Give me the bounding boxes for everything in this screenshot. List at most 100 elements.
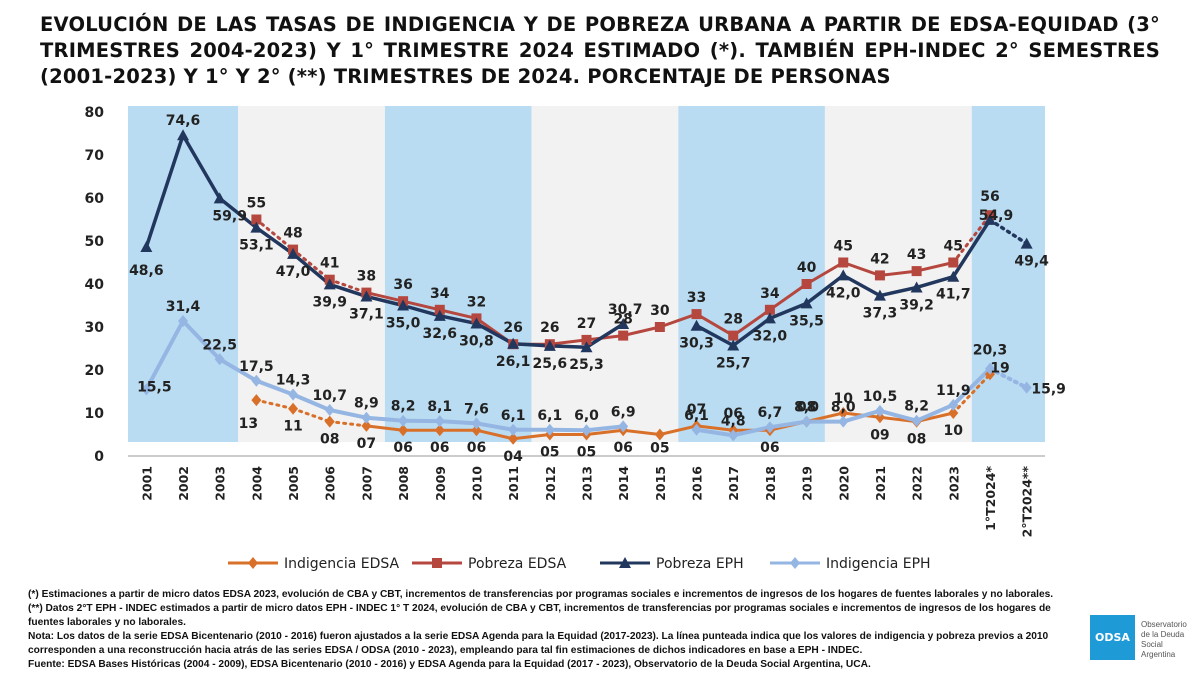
series-line-segment xyxy=(951,213,992,264)
data-point xyxy=(618,420,629,433)
x-tick-label: 2°T2024** xyxy=(1020,466,1035,538)
data-label: 45 xyxy=(944,239,963,255)
x-tick-label: 2016 xyxy=(690,466,705,501)
data-point xyxy=(983,213,996,225)
data-label: 35,5 xyxy=(789,313,824,329)
data-point xyxy=(324,403,335,416)
data-label: 26 xyxy=(503,320,522,336)
data-label: 17,5 xyxy=(239,359,274,375)
data-point xyxy=(911,266,922,277)
data-point xyxy=(508,423,519,436)
data-label: 43 xyxy=(907,247,926,263)
data-label: 06 xyxy=(430,440,449,456)
data-label: 42,0 xyxy=(826,285,861,301)
x-tick-label: 2004 xyxy=(249,466,264,501)
data-label: 10 xyxy=(834,391,854,407)
data-point xyxy=(874,404,885,417)
data-point xyxy=(398,414,409,427)
data-point xyxy=(617,317,630,329)
y-tick-label: 10 xyxy=(85,406,105,422)
band-bg xyxy=(678,106,825,442)
data-point xyxy=(874,270,885,281)
band-bg xyxy=(384,106,532,442)
x-tick-label: 2019 xyxy=(800,466,815,501)
data-label: 6,0 xyxy=(574,408,599,424)
data-label: 32,6 xyxy=(423,326,458,342)
data-point xyxy=(213,192,226,204)
x-tick-label: 2012 xyxy=(543,466,558,501)
series-line-segment xyxy=(327,407,369,420)
series-line-segment xyxy=(951,366,992,407)
data-label: 42 xyxy=(870,251,889,267)
data-point xyxy=(251,374,262,387)
series-line-segment xyxy=(768,301,809,321)
series-line-segment xyxy=(438,308,478,320)
series-line-segment xyxy=(548,344,589,349)
data-label: 6,7 xyxy=(757,405,782,421)
data-label: 8,2 xyxy=(904,399,929,415)
data-label: 32,0 xyxy=(753,328,788,344)
data-label: 40 xyxy=(797,260,817,276)
x-tick-label: 2003 xyxy=(213,466,228,501)
data-label: 37,3 xyxy=(863,306,898,322)
series-line-segment xyxy=(181,318,222,362)
band-bg xyxy=(971,106,1045,442)
series-line-segment xyxy=(731,316,772,348)
series-line-segment xyxy=(878,285,919,298)
footnote-methodology: Nota: Los datos de la serie EDSA Bicente… xyxy=(28,631,1049,656)
data-point xyxy=(248,557,258,569)
data-point xyxy=(801,279,812,289)
data-label: 15,5 xyxy=(137,379,172,395)
data-label: 54,9 xyxy=(979,208,1014,224)
data-label: 59,9 xyxy=(212,208,247,224)
data-point xyxy=(837,269,850,281)
data-label: 05 xyxy=(540,445,559,461)
series-line-segment xyxy=(474,421,516,432)
x-tick-label: 2018 xyxy=(763,466,778,501)
x-tick-label: 2011 xyxy=(506,466,521,501)
odsa-logo: ODSA Observatorio de la Deuda Social Arg… xyxy=(1090,615,1195,660)
data-point xyxy=(398,424,409,437)
data-label: 10 xyxy=(944,423,964,439)
data-point xyxy=(251,394,262,407)
data-point xyxy=(763,312,776,324)
series-line-segment xyxy=(805,261,845,286)
data-label: 28 xyxy=(613,312,632,328)
data-label: 06 xyxy=(613,440,632,456)
data-label: 4,8 xyxy=(721,413,746,429)
series-line-segment xyxy=(585,334,625,342)
data-label: 25,3 xyxy=(569,357,604,373)
series-line-segment xyxy=(254,398,295,411)
data-point xyxy=(581,334,592,345)
data-label: 14,3 xyxy=(276,373,311,389)
footnote-estimate-edsa: (*) Estimaciones a partir de micro datos… xyxy=(28,589,1054,600)
x-tick-label: 2007 xyxy=(359,466,374,501)
data-point xyxy=(434,304,445,315)
data-label: 10,5 xyxy=(863,389,898,405)
data-label: 20,3 xyxy=(973,343,1008,359)
data-point xyxy=(874,411,885,424)
data-point xyxy=(790,557,800,569)
data-point xyxy=(728,429,739,442)
x-tick-label: 2009 xyxy=(433,466,448,501)
odsa-logo-line: Observatorio xyxy=(1141,620,1187,629)
series-line-segment xyxy=(658,312,699,329)
series-line-segment xyxy=(804,273,846,306)
series-line-segment xyxy=(841,261,882,277)
data-label: 49,4 xyxy=(1014,254,1049,270)
series-line-segment xyxy=(474,321,515,346)
y-tick-label: 70 xyxy=(85,148,105,164)
data-point xyxy=(288,388,299,401)
data-point xyxy=(323,278,336,290)
y-tick-label: 60 xyxy=(85,191,105,207)
data-point xyxy=(397,299,410,311)
data-label: 45 xyxy=(834,239,853,255)
x-tick-label: 2023 xyxy=(946,466,961,501)
series-line-segment xyxy=(217,196,259,230)
x-tick-label: 2022 xyxy=(910,466,925,501)
data-point xyxy=(1021,381,1032,394)
series-line-segment xyxy=(951,218,992,279)
series-line-segment xyxy=(254,225,295,256)
series-line-segment xyxy=(291,248,332,282)
series-line-segment xyxy=(658,424,699,436)
